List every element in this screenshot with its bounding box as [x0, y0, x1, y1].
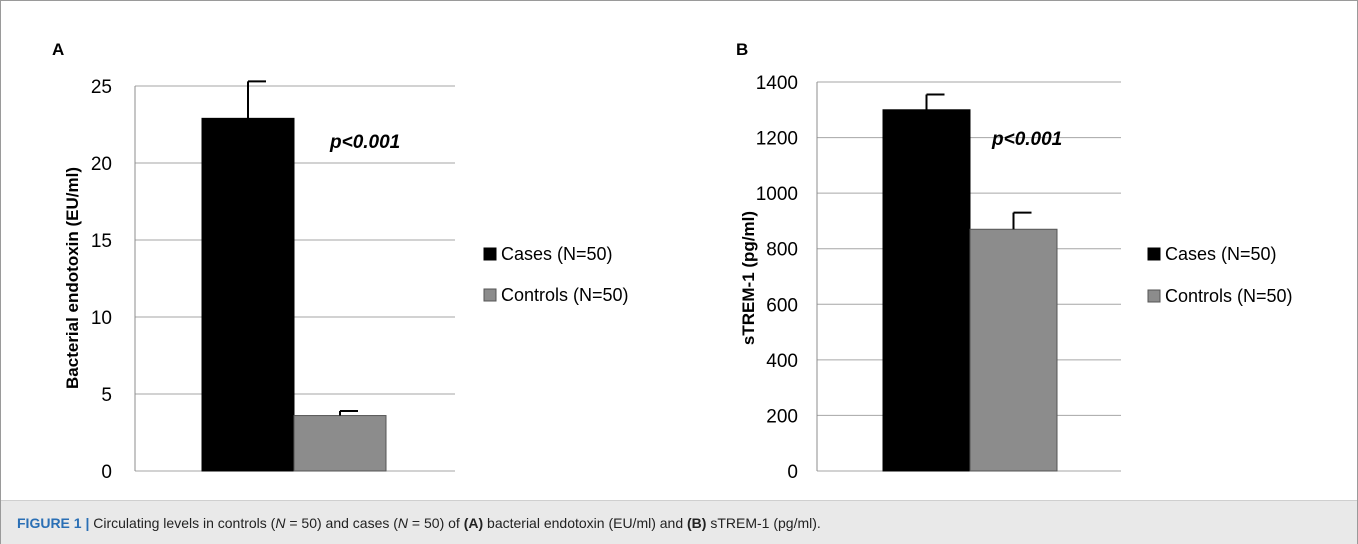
y-tick-label: 600: [766, 295, 798, 316]
y-tick-label: 1400: [756, 73, 798, 94]
y-axis-label: sTREM-1 (pg/ml): [739, 211, 758, 345]
y-tick-label: 25: [91, 77, 112, 98]
legend-swatch: [483, 247, 497, 261]
bar: [882, 109, 971, 472]
y-tick-label: 5: [101, 385, 112, 406]
y-tick-label: 1200: [756, 129, 798, 150]
caption-part: sTREM-1 (pg/ml).: [706, 515, 821, 531]
figure-charts: A 0 5 10 15 20 25 Bacterial endotoxin (EU/ml) p<…: [52, 40, 1293, 483]
y-axis-label: Bacterial endotoxin (EU/ml): [63, 167, 82, 389]
y-tick-label: 15: [91, 231, 112, 252]
legend-label: Cases (N=50): [1165, 244, 1277, 264]
legend-swatch: [1147, 247, 1161, 261]
bar: [969, 228, 1058, 472]
caption-part: bacterial endotoxin (EU/ml) and: [483, 515, 688, 531]
bar: [293, 415, 387, 472]
caption-ref-a: (A): [463, 515, 484, 531]
p-value-annotation: p<0.001: [329, 132, 400, 153]
y-tick-label: 0: [101, 462, 112, 483]
y-tick-label: 0: [787, 462, 798, 483]
y-tick-label: 400: [766, 351, 798, 372]
legend-swatch: [483, 288, 497, 302]
y-tick-label: 10: [91, 308, 112, 329]
y-tick-label: 20: [91, 154, 112, 175]
figure-caption-bar: FIGURE 1 | Circulating levels in control…: [1, 500, 1357, 544]
caption-part: = 50) of: [408, 515, 464, 531]
figure-label: FIGURE 1 |: [17, 515, 90, 531]
bar: [201, 117, 295, 472]
y-tick-label: 800: [766, 240, 798, 261]
caption-part: = 50) and cases (: [285, 515, 398, 531]
caption-part: Circulating levels in controls (: [89, 515, 276, 531]
y-tick-label: 1000: [756, 184, 798, 205]
caption-n-symbol: N: [275, 515, 286, 531]
figure-caption: FIGURE 1 | Circulating levels in control…: [17, 515, 821, 531]
p-value-annotation: p<0.001: [991, 129, 1062, 150]
legend-swatch: [1147, 289, 1161, 303]
y-tick-label: 200: [766, 406, 798, 427]
panel-label: A: [52, 40, 64, 59]
panel-label: B: [736, 40, 748, 59]
caption-ref-b: (B): [687, 515, 707, 531]
legend-label: Controls (N=50): [501, 285, 629, 305]
legend-label: Controls (N=50): [1165, 286, 1293, 306]
caption-n-symbol: N: [397, 515, 409, 531]
legend-label: Cases (N=50): [501, 244, 613, 264]
